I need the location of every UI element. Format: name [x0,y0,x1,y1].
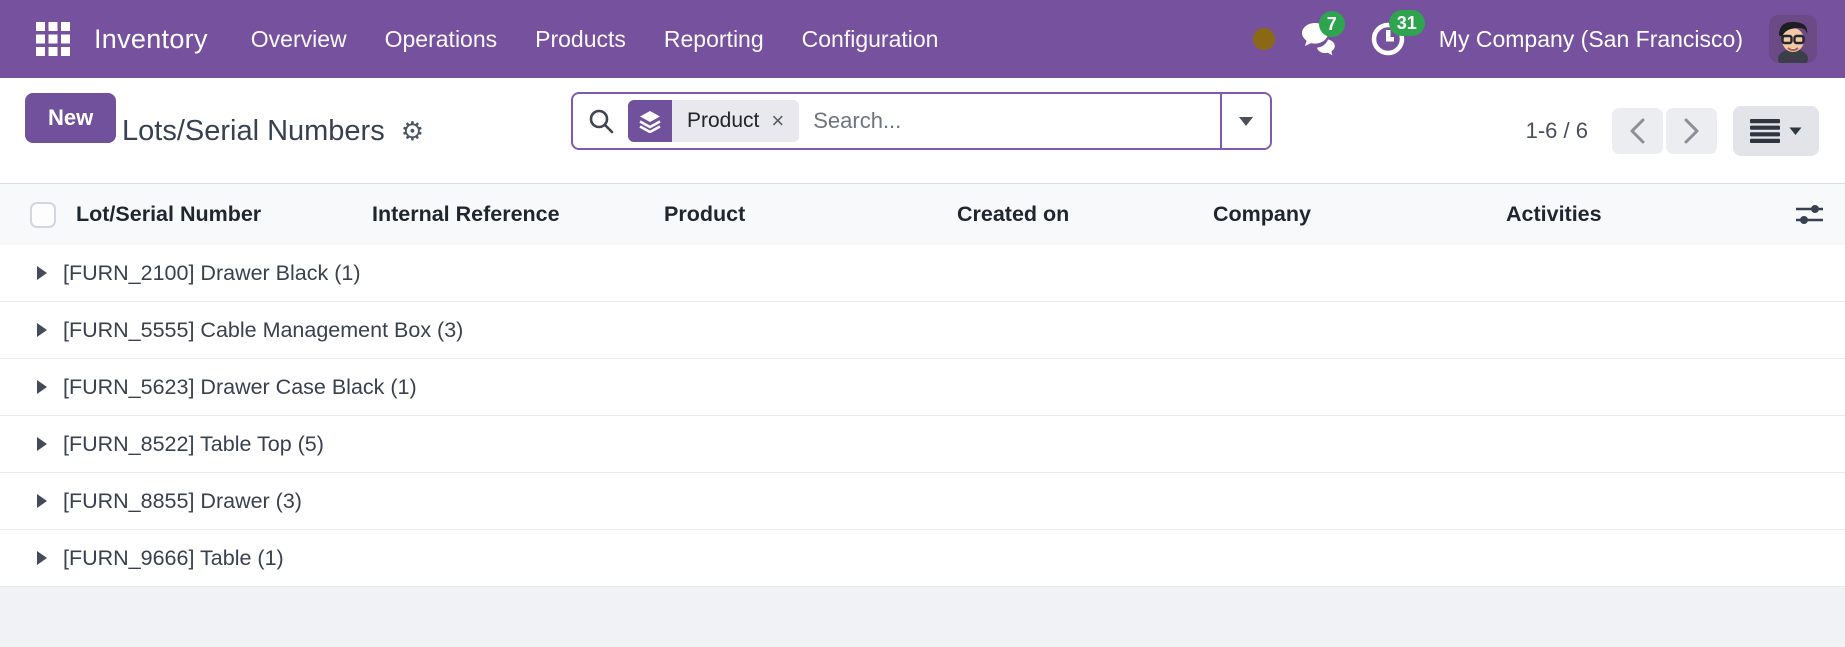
column-company[interactable]: Company [1213,202,1311,226]
layers-icon [628,100,672,142]
list-footer-area [0,587,1845,647]
pager-previous-button[interactable] [1612,108,1663,154]
column-activities[interactable]: Activities [1506,202,1602,226]
menu-reporting[interactable]: Reporting [663,25,764,52]
group-label: [FURN_8522] Table Top (5) [63,431,324,456]
page-title: Lots/Serial Numbers [122,114,385,147]
pager-next-button[interactable] [1666,108,1717,154]
group-label: [FURN_5555] Cable Management Box (3) [63,317,464,342]
menu-overview[interactable]: Overview [250,25,347,52]
optional-columns-icon[interactable] [1796,203,1823,227]
group-row-furn-5623[interactable]: [FURN_5623] Drawer Case Black (1) [0,359,1845,416]
column-product[interactable]: Product [664,202,746,226]
control-panel: New Lots/Serial Numbers ⚙ [0,78,1845,184]
search-input[interactable] [799,108,1220,134]
messages-badge: 7 [1318,11,1345,37]
column-lot-serial-number[interactable]: Lot/Serial Number [76,202,262,226]
presence-dot [1252,28,1275,50]
search-facet-groupby[interactable]: Product × [628,100,800,142]
group-row-furn-8855[interactable]: [FURN_8855] Drawer (3) [0,473,1845,530]
header-checkbox-cell [0,201,76,228]
group-label: [FURN_5623] Drawer Case Black (1) [63,374,417,399]
menu-products[interactable]: Products [535,25,626,52]
activities-button[interactable]: 31 [1369,10,1425,58]
group-label: [FURN_2100] Drawer Black (1) [63,260,361,285]
top-navbar: Inventory Overview Operations Products R… [0,0,1845,78]
caret-right-icon [36,436,48,452]
menu-configuration[interactable]: Configuration [801,25,939,52]
chevron-down-icon [1239,116,1253,126]
chevron-down-icon [1789,127,1802,135]
apps-grid-icon[interactable] [30,16,76,62]
group-label: [FURN_9666] Table (1) [63,545,284,570]
facet-close-icon[interactable]: × [771,108,785,133]
select-all-checkbox[interactable] [30,201,56,228]
user-avatar[interactable] [1769,15,1817,63]
group-row-furn-8522[interactable]: [FURN_8522] Table Top (5) [0,416,1845,473]
navbar-right: 7 31 My Company (San Francisco) [1252,10,1817,63]
app-name[interactable]: Inventory [94,23,208,54]
caret-right-icon [36,322,48,338]
group-row-furn-9666[interactable]: [FURN_9666] Table (1) [0,530,1845,587]
pager-area: 1-6 / 6 [1526,78,1819,184]
caret-right-icon [36,265,48,281]
user-avatar-image [1769,15,1817,63]
clock-icon [1371,22,1405,56]
search-bar: Product × [571,92,1272,150]
column-created-on[interactable]: Created on [957,202,1070,226]
new-button[interactable]: New [25,93,117,143]
search-facet-label: Product [687,109,760,132]
search-icon [588,108,615,135]
gear-icon[interactable]: ⚙ [400,115,425,146]
search-dropdown-toggle[interactable] [1220,94,1270,148]
group-row-furn-5555[interactable]: [FURN_5555] Cable Management Box (3) [0,302,1845,359]
breadcrumb: Lots/Serial Numbers ⚙ [122,78,424,184]
caret-right-icon [36,379,48,395]
list-header-row: Lot/Serial Number Internal Reference Pro… [0,184,1845,245]
list-view-icon [1750,119,1780,143]
caret-right-icon [36,550,48,566]
column-internal-reference[interactable]: Internal Reference [372,202,560,226]
optional-columns-cell [1790,203,1845,227]
group-label: [FURN_8855] Drawer (3) [63,488,302,513]
apps-grid-icon-svg [36,22,70,56]
messages-button[interactable]: 7 [1299,11,1345,57]
view-switcher-button[interactable] [1733,106,1819,156]
menu-operations[interactable]: Operations [384,25,498,52]
company-switcher[interactable]: My Company (San Francisco) [1438,25,1743,52]
activities-badge: 31 [1388,10,1425,36]
pager-value: 1-6 / 6 [1525,118,1588,143]
search-facet-body: Product × [672,100,800,142]
chevron-left-icon [1630,118,1645,144]
main-menu: Overview Operations Products Reporting C… [232,14,958,65]
chevron-right-icon [1684,118,1699,144]
caret-right-icon [36,493,48,509]
group-row-furn-2100[interactable]: [FURN_2100] Drawer Black (1) [0,245,1845,302]
